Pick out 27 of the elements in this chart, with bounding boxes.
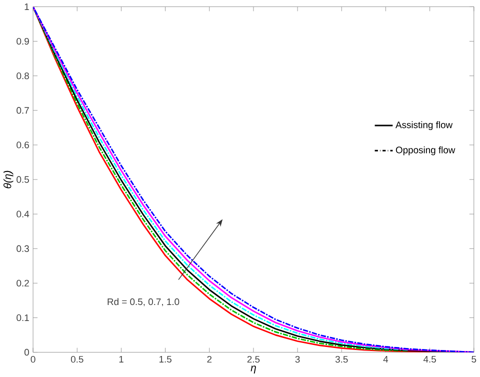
y-tick-label: 0.8 <box>16 72 29 80</box>
x-tick-label: 0 <box>30 356 36 363</box>
x-tick-label: 3.5 <box>335 356 348 363</box>
y-tick-label: 1 <box>24 4 29 10</box>
x-tick-label: 5 <box>472 356 476 363</box>
x-tick-label: 4 <box>383 356 388 362</box>
y-tick-label: 0.1 <box>16 314 29 322</box>
y-tick-label: 0.9 <box>16 38 29 45</box>
y-tick-label: 0 <box>24 348 29 356</box>
x-tick-label: 1 <box>119 356 124 362</box>
y-tick-label: 0.6 <box>16 142 29 148</box>
y-tick-label: 0.5 <box>16 176 29 183</box>
y-tick-label: 0.7 <box>16 107 29 114</box>
x-tick-label: 4.5 <box>423 356 436 363</box>
annotation: Opposing flow <box>396 146 456 156</box>
x-tick-label: 2.5 <box>247 356 260 363</box>
annotation: Assisting flow <box>396 121 453 130</box>
x-tick-label: 0.5 <box>70 356 84 363</box>
y-tick-label: 0.3 <box>16 245 29 252</box>
y-tick-label: 0.2 <box>16 280 29 287</box>
y-tick-label: 0.4 <box>16 210 30 218</box>
x-tick-label: 2 <box>207 356 212 363</box>
annotation: Rd = 0.5, 0.7, 1.0 <box>108 298 180 306</box>
x-axis-title: η <box>250 366 256 374</box>
y-axis-title: θ(η) <box>3 170 14 188</box>
x-tick-label: 3 <box>295 356 300 363</box>
x-tick-label: 1.5 <box>159 356 172 363</box>
